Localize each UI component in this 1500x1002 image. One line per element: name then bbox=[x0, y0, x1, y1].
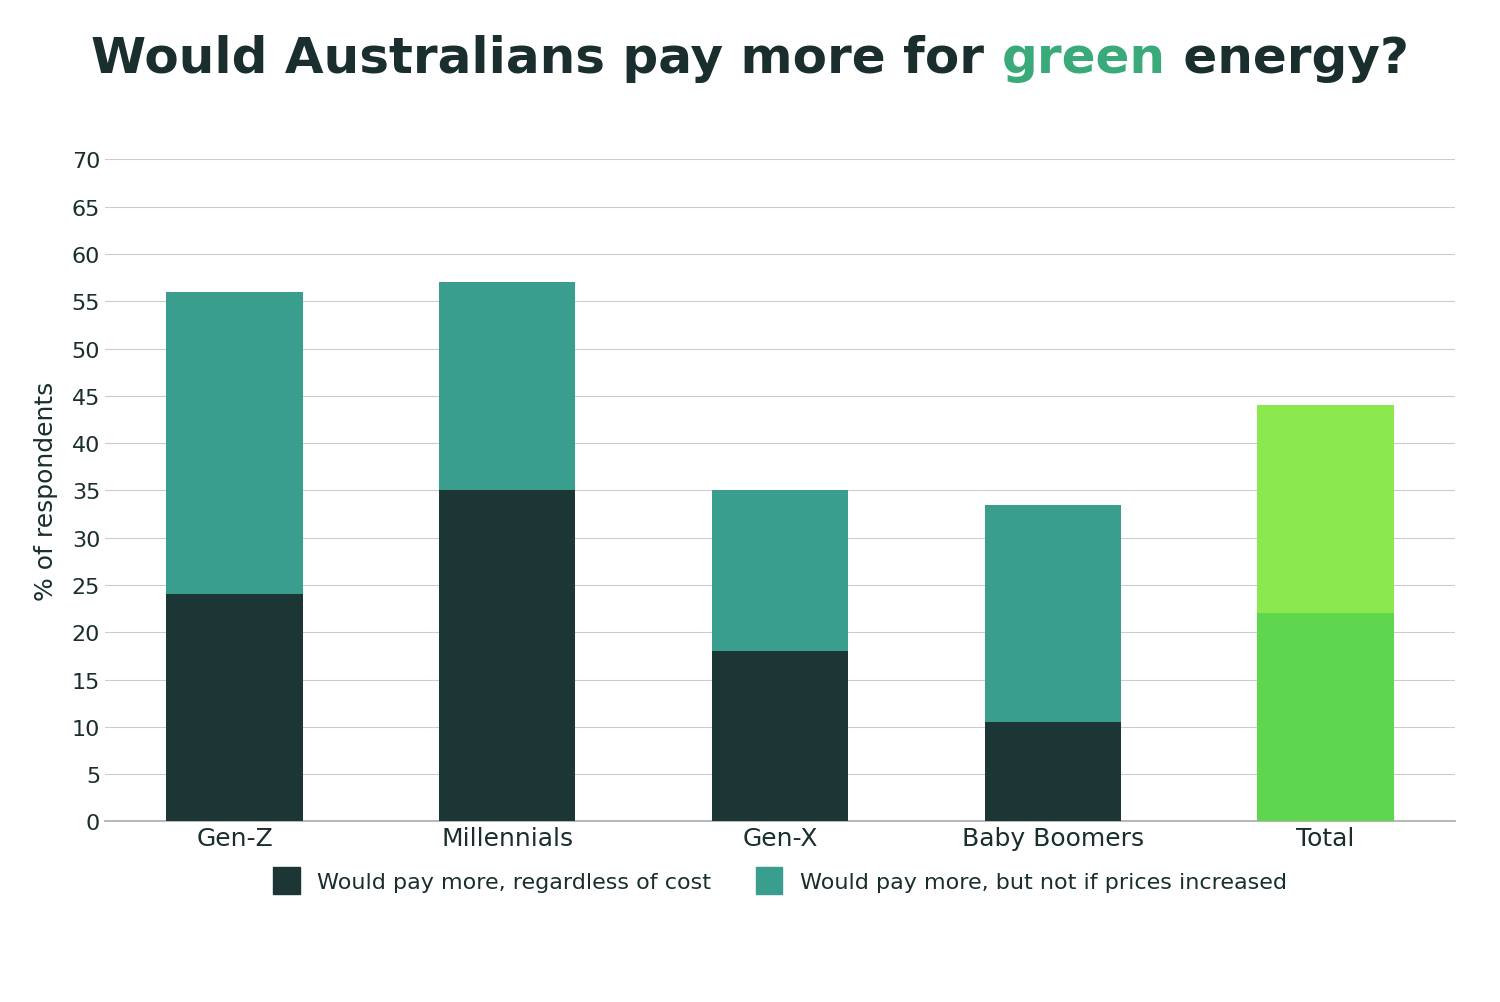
Legend: Would pay more, regardless of cost, Would pay more, but not if prices increased: Would pay more, regardless of cost, Woul… bbox=[264, 859, 1296, 903]
Y-axis label: % of respondents: % of respondents bbox=[34, 382, 58, 600]
Text: Would Australians pay more for: Would Australians pay more for bbox=[92, 35, 1002, 83]
Bar bbox=[984, 505, 1120, 722]
Bar bbox=[166, 293, 303, 595]
Bar bbox=[1257, 614, 1394, 822]
Text: green: green bbox=[1002, 35, 1166, 83]
Bar bbox=[984, 722, 1120, 822]
Bar bbox=[712, 651, 848, 822]
Bar bbox=[712, 491, 848, 651]
Bar bbox=[440, 284, 576, 491]
Bar bbox=[166, 595, 303, 822]
Text: energy?: energy? bbox=[1166, 35, 1408, 83]
Bar bbox=[440, 491, 576, 822]
Bar bbox=[1257, 406, 1394, 614]
